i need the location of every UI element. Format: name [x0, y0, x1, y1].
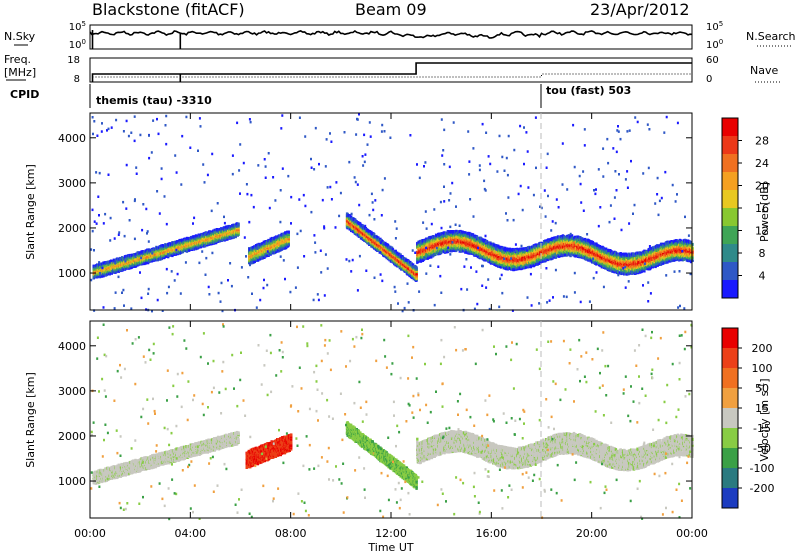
colorbar-tick-7: -200 [750, 482, 775, 495]
colorbar-tick-5: 24 [755, 157, 769, 170]
x-tick-6: 00:00 [676, 527, 708, 540]
freq-tick-top: 18 [67, 55, 80, 66]
colorbar-tick-4: 20 [755, 180, 769, 193]
power-panel: 1000 2000 3000 4000 Slant Range [km] 4 8 12 16… [24, 112, 771, 313]
colorbar-tick-0: 4 [759, 270, 766, 283]
y-tick-2: 3000 [58, 385, 86, 398]
velocity-panel: 1000 2000 3000 4000 Slant Range [km] 200 100… [24, 320, 775, 521]
power-colorbar-label: Power [dB] [758, 182, 771, 242]
freq-tick-bottom: 8 [74, 74, 80, 85]
colorbar-tick-6: 28 [755, 135, 769, 148]
nsearch-label: N.Search [746, 30, 796, 43]
y-tick-0: 1000 [58, 267, 86, 280]
noise-trace [89, 30, 693, 49]
x-tick-0: 00:00 [74, 527, 106, 540]
x-tick-2: 08:00 [275, 527, 307, 540]
power-scatter [90, 113, 694, 313]
y-tick-2: 3000 [58, 177, 86, 190]
time-axis: 00:00 04:00 08:00 12:00 16:00 20:00 00:00 [74, 113, 708, 540]
colorbar-tick-3: 15 [755, 402, 769, 415]
y-tick-0: 1000 [58, 475, 86, 488]
x-tick-3: 12:00 [375, 527, 407, 540]
noise-tick-left-top: 105 [69, 20, 86, 33]
nave-tick-bottom: 0 [706, 74, 712, 85]
colorbar-tick-4: -15 [753, 422, 771, 435]
freq-label: Freq. [4, 53, 31, 66]
velocity-scatter [90, 323, 694, 521]
colorbar-tick-3: 16 [755, 202, 769, 215]
beam-title: Beam 09 [355, 0, 427, 19]
station-title: Blackstone (fitACF) [92, 0, 245, 19]
noise-tick-right-top: 105 [706, 20, 723, 33]
nave-tick-top: 60 [706, 55, 719, 66]
noise-tick-left-bottom: 100 [69, 38, 86, 51]
velocity-ylabel: Slant Range [km] [24, 372, 37, 468]
y-tick-3: 4000 [58, 132, 86, 145]
x-tick-1: 04:00 [174, 527, 206, 540]
colorbar-tick-2: 50 [755, 382, 769, 395]
cpid-segment-2: tou (fast) 503 [546, 84, 631, 97]
colorbar-tick-6: -100 [750, 462, 775, 475]
cpid-label: CPID [10, 88, 39, 101]
date-title: 23/Apr/2012 [590, 0, 690, 19]
freq-unit-label: [MHz] [4, 66, 36, 79]
freq-panel: Freq. [MHz] 18 8 Nave 60 0 [4, 53, 782, 85]
nave-trace [92, 73, 692, 78]
nave-label: Nave [750, 64, 778, 77]
power-colorbar: 4 8 12 16 20 24 28 [721, 117, 769, 299]
cpid-segment-1: themis (tau) -3310 [96, 94, 212, 107]
y-tick-1: 2000 [58, 430, 86, 443]
colorbar-tick-0: 200 [752, 342, 773, 355]
frequency-trace [91, 62, 692, 82]
colorbar-tick-5: -50 [753, 442, 771, 455]
y-tick-1: 2000 [58, 222, 86, 235]
colorbar-tick-1: 100 [752, 362, 773, 375]
noise-panel: N.Sky N.Search 105 100 105 100 [4, 20, 796, 51]
colorbar-tick-2: 12 [755, 225, 769, 238]
x-tick-5: 20:00 [576, 527, 608, 540]
y-tick-3: 4000 [58, 340, 86, 353]
power-ylabel: Slant Range [km] [24, 164, 37, 260]
colorbar-tick-1: 8 [759, 247, 766, 260]
velocity-colorbar-label: Velocity [m s-1] [757, 378, 772, 461]
velocity-colorbar: 200 100 50 15 -15 -50 -100 -200 [721, 327, 775, 509]
cpid-strip: CPID themis (tau) -3310 tou (fast) 503 [10, 84, 631, 108]
x-tick-4: 16:00 [475, 527, 507, 540]
nsky-label: N.Sky [4, 30, 36, 43]
noise-tick-right-bottom: 100 [706, 38, 723, 51]
time-axis-label: Time UT [367, 541, 413, 554]
